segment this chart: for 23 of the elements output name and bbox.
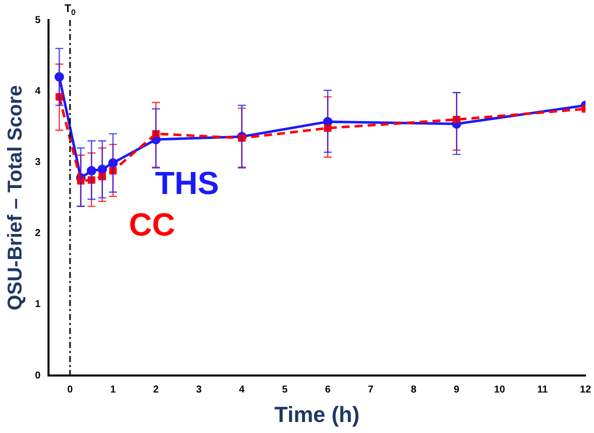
x-tick-label: 11 [537, 384, 548, 396]
series-label: CC [128, 206, 176, 243]
y-tick-label: 5 [35, 14, 41, 26]
x-tick-label: 0 [67, 384, 74, 396]
x-tick-label: 2 [153, 384, 160, 396]
y-tick-label: 3 [35, 156, 41, 168]
series-label: THS [154, 164, 219, 201]
x-tick-label: 1 [110, 384, 116, 396]
x-axis-title: Time (h) [274, 402, 360, 427]
y-tick-label: 2 [35, 228, 41, 240]
x-tick-label: 10 [494, 384, 506, 396]
x-tick-label: 12 [580, 384, 592, 396]
x-tick-label: 7 [368, 384, 374, 396]
x-tick-label: 3 [196, 384, 202, 396]
y-tick-label: 1 [35, 299, 41, 310]
y-axis-title: QSU-Brief – Total Score [4, 85, 27, 310]
x-tick-label: 6 [324, 384, 331, 396]
x-tick-label: 4 [239, 384, 246, 396]
x-tick-label: 8 [410, 384, 417, 396]
y-tick-label: 4 [35, 86, 41, 97]
x-tick-label: 5 [282, 384, 288, 396]
x-tick-label: 9 [454, 384, 460, 396]
y-tick-label: 0 [35, 370, 41, 382]
